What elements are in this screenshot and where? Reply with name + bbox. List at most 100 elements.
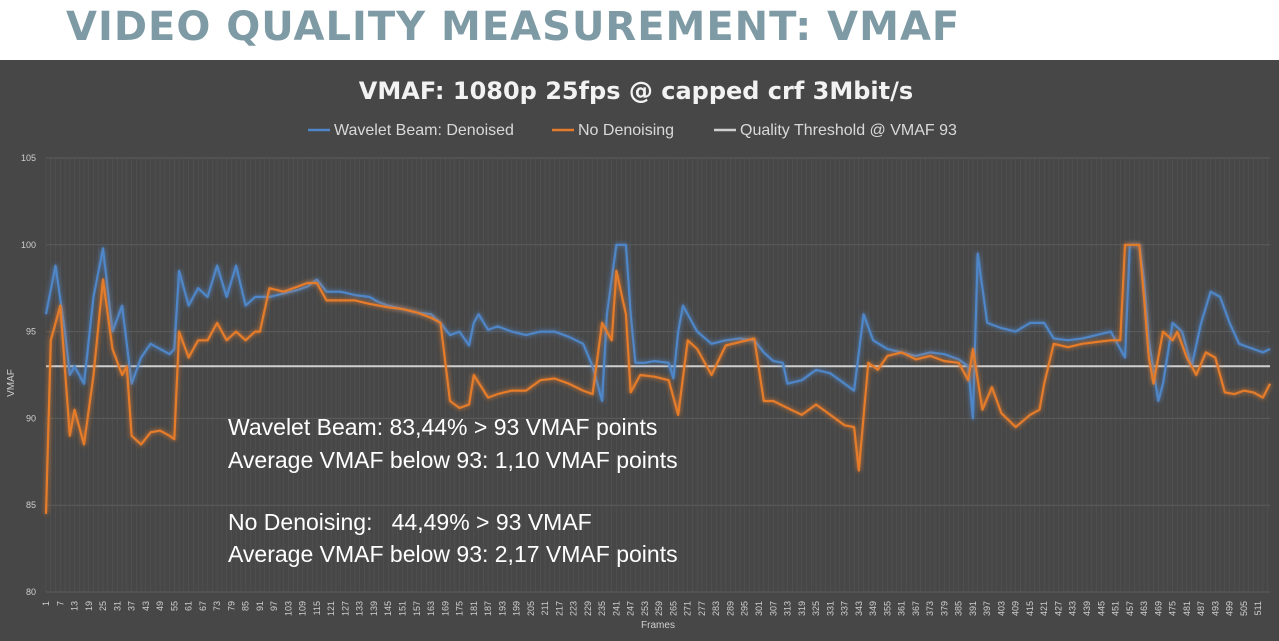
y-tick-label: 80 (26, 587, 36, 597)
legend-label-2: Quality Threshold @ VMAF 93 (740, 122, 957, 139)
chart-grid (45, 157, 1270, 593)
x-tick-label: 259 (654, 601, 664, 616)
x-tick-label: 463 (1139, 601, 1149, 616)
x-tick-label: 439 (1082, 601, 1092, 616)
chart-legend: Wavelet Beam: Denoised No Denoising Qualit… (308, 122, 957, 139)
x-tick-label: 445 (1096, 601, 1106, 616)
legend-item-0: Wavelet Beam: Denoised (308, 122, 514, 139)
legend-label-1: No Denoising (578, 122, 674, 139)
x-tick-label: 349 (868, 601, 878, 616)
x-tick-label: 85 (241, 601, 251, 611)
x-tick-label: 421 (1039, 601, 1049, 616)
x-tick-label: 499 (1225, 601, 1235, 616)
x-tick-label: 277 (697, 601, 707, 616)
y-tick-label: 95 (26, 327, 36, 337)
x-tick-label: 367 (911, 601, 921, 616)
x-tick-label: 157 (412, 601, 422, 616)
x-tick-label: 127 (340, 601, 350, 616)
x-tick-label: 25 (98, 601, 108, 611)
chart-area: VMAF: 1080p 25fps @ capped crf 3Mbit/s W… (0, 60, 1279, 641)
x-tick-label: 67 (198, 601, 208, 611)
x-tick-label: 187 (483, 601, 493, 616)
x-tick-label: 7 (55, 601, 65, 606)
x-tick-label: 331 (825, 601, 835, 616)
chart-series (44, 243, 1271, 514)
x-tick-label: 241 (611, 601, 621, 616)
annotation-nodenoise-line-1: No Denoising: 44,49% > 93 VMAF (228, 509, 592, 535)
x-tick-label: 301 (754, 601, 764, 616)
y-tick-label: 90 (26, 413, 36, 423)
x-tick-label: 409 (1011, 601, 1021, 616)
x-tick-label: 511 (1253, 601, 1263, 615)
legend-item-1: No Denoising (552, 122, 674, 139)
x-tick-label: 283 (711, 601, 721, 616)
x-tick-label: 487 (1196, 601, 1206, 616)
x-tick-label: 121 (326, 601, 336, 616)
x-tick-label: 13 (70, 601, 80, 611)
x-tick-label: 49 (155, 601, 165, 611)
x-tick-label: 307 (768, 601, 778, 616)
x-tick-label: 475 (1168, 601, 1178, 616)
x-tick-label: 199 (512, 601, 522, 616)
vmaf-line-chart: VMAF: 1080p 25fps @ capped crf 3Mbit/s W… (6, 77, 1271, 631)
y-axis-label: VMAF (6, 369, 17, 397)
x-tick-label: 295 (740, 601, 750, 616)
x-tick-label: 133 (355, 601, 365, 616)
x-tick-label: 253 (640, 601, 650, 616)
x-tick-label: 19 (84, 601, 94, 611)
annotation-wavelet-line-2: Average VMAF below 93: 1,10 VMAF points (228, 447, 678, 473)
y-tick-label: 85 (26, 500, 36, 510)
x-tick-label: 43 (141, 601, 151, 611)
x-tick-label: 139 (369, 601, 379, 616)
x-tick-label: 145 (383, 601, 393, 616)
x-tick-label: 469 (1153, 601, 1163, 616)
x-tick-label: 451 (1111, 601, 1121, 616)
y-tick-label: 100 (21, 240, 36, 250)
x-tick-label: 493 (1210, 601, 1220, 616)
x-tick-label: 1 (41, 601, 51, 606)
x-tick-label: 373 (925, 601, 935, 616)
x-tick-label: 355 (882, 601, 892, 616)
x-tick-label: 481 (1182, 601, 1192, 616)
x-tick-label: 37 (127, 601, 137, 611)
x-tick-label: 61 (184, 601, 194, 611)
x-tick-label: 205 (526, 601, 536, 616)
x-tick-label: 181 (469, 601, 479, 616)
x-tick-label: 103 (283, 601, 293, 616)
x-tick-label: 193 (497, 601, 507, 616)
x-tick-label: 397 (982, 601, 992, 616)
x-tick-label: 319 (797, 601, 807, 616)
slide-title: VIDEO QUALITY MEASUREMENT: VMAF (66, 4, 961, 50)
series-line-0 (44, 243, 1271, 420)
chart-title: VMAF: 1080p 25fps @ capped crf 3Mbit/s (359, 77, 913, 105)
y-tick-label: 105 (21, 153, 36, 163)
x-tick-label: 433 (1068, 601, 1078, 616)
x-tick-label: 325 (811, 601, 821, 616)
x-tick-label: 313 (783, 601, 793, 616)
x-tick-label: 73 (212, 601, 222, 611)
legend-item-2: Quality Threshold @ VMAF 93 (714, 122, 957, 139)
x-tick-label: 415 (1025, 601, 1035, 616)
series-line-1 (44, 243, 1271, 514)
x-tick-label: 343 (854, 601, 864, 616)
x-tick-label: 109 (298, 601, 308, 616)
annotation-wavelet-line-1: Wavelet Beam: 83,44% > 93 VMAF points (228, 414, 658, 440)
x-tick-label: 211 (540, 601, 550, 615)
x-tick-label: 403 (996, 601, 1006, 616)
x-tick-label: 271 (683, 601, 693, 616)
x-tick-label: 163 (426, 601, 436, 616)
y-axis-ticks: 80 85 90 95 100 105 (21, 153, 36, 597)
x-tick-label: 91 (255, 601, 265, 611)
x-axis-ticks: 1 7 13 19 25 31 37 43 49 55 61 67 73 79 85 91 97 103 109 11… (41, 601, 1263, 616)
x-tick-label: 289 (725, 601, 735, 616)
x-tick-label: 79 (226, 601, 236, 611)
x-tick-label: 505 (1239, 601, 1249, 616)
x-tick-label: 247 (626, 601, 636, 616)
legend-label-0: Wavelet Beam: Denoised (334, 122, 514, 139)
x-tick-label: 151 (398, 601, 408, 616)
x-axis-label: Frames (641, 620, 675, 631)
x-tick-label: 379 (939, 601, 949, 616)
x-tick-label: 175 (455, 601, 465, 616)
x-tick-label: 229 (583, 601, 593, 616)
x-tick-label: 217 (554, 601, 564, 616)
